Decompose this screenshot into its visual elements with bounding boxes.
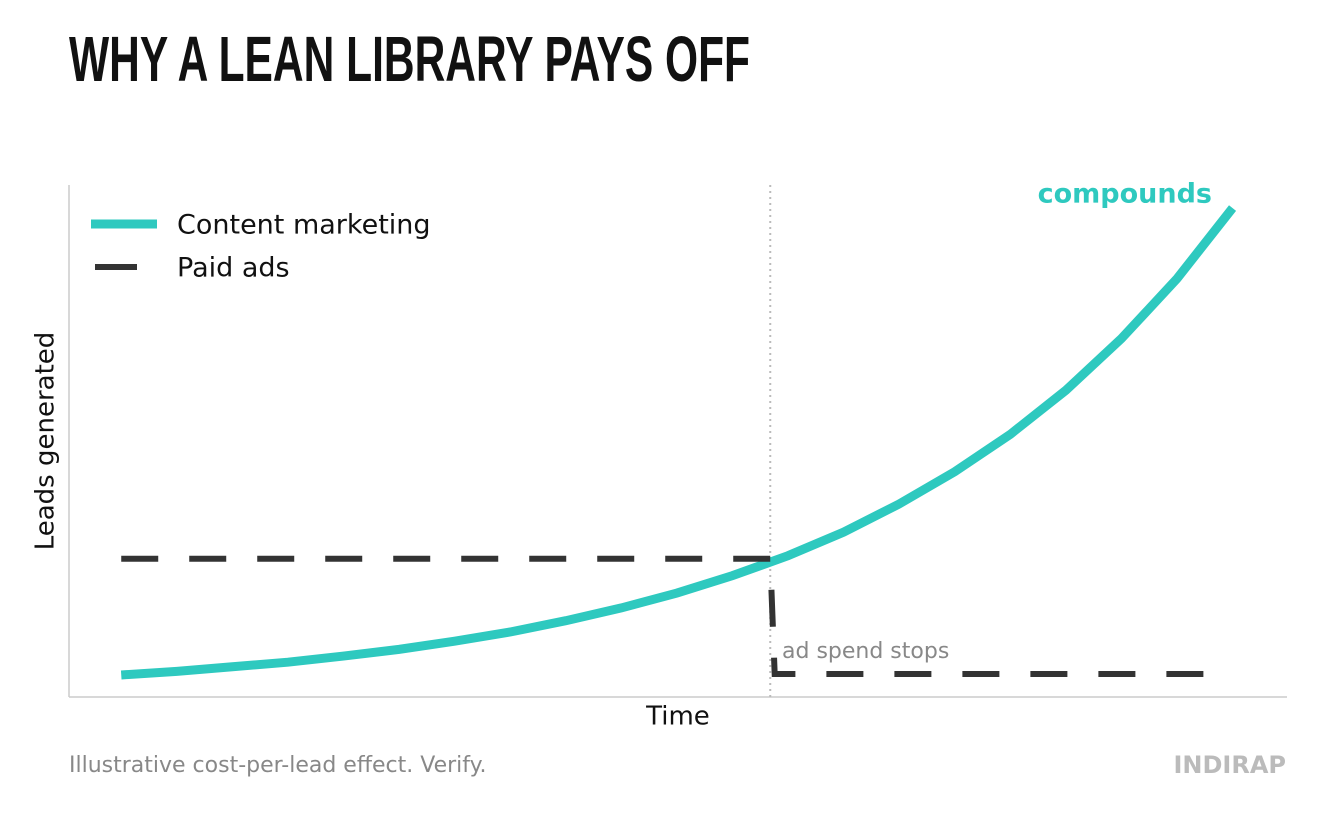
legend-label: Paid ads — [177, 253, 290, 284]
y-axis-label: Leads generated — [31, 332, 61, 551]
annotation: compounds — [1038, 179, 1212, 210]
annotation: ad spend stops — [782, 639, 949, 664]
brand: INDIRAP — [1173, 751, 1286, 779]
x-axis-label: Time — [645, 702, 710, 732]
line — [120, 205, 1237, 680]
legend-label: Content marketing — [177, 210, 431, 241]
footnote: Illustrative cost-per-lead effect. Verif… — [69, 753, 487, 778]
chart-title: WHY A LEAN LIBRARY PAYS OFF — [69, 23, 750, 95]
line — [121, 555, 1212, 677]
